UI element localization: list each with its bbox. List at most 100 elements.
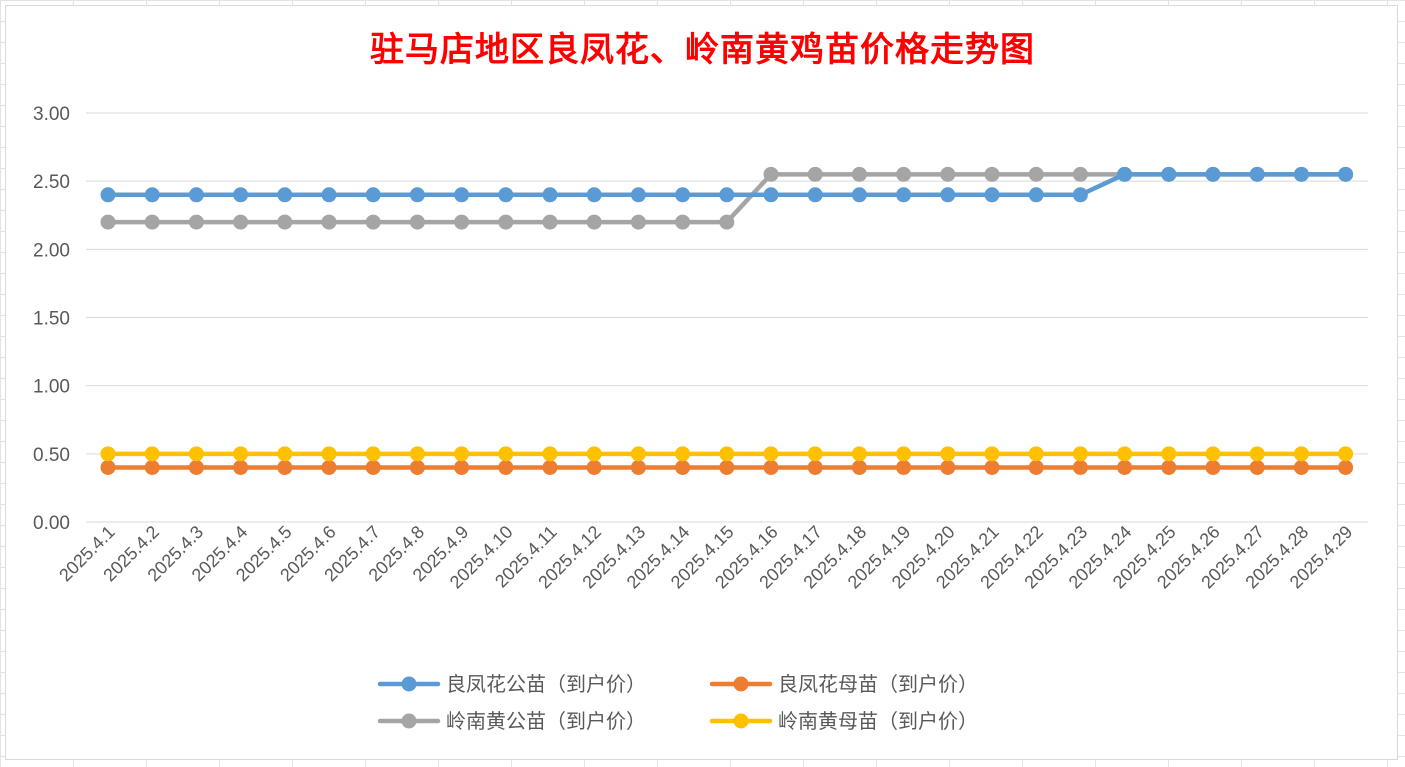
data-point xyxy=(498,459,514,475)
data-point xyxy=(1072,446,1088,462)
data-point xyxy=(188,446,204,462)
data-point xyxy=(1205,459,1221,475)
data-point xyxy=(321,187,337,203)
data-point xyxy=(277,187,293,203)
data-point xyxy=(321,214,337,230)
data-point xyxy=(807,446,823,462)
y-tick-label: 0.00 xyxy=(33,513,70,534)
chart-area[interactable] xyxy=(5,5,1398,760)
data-point xyxy=(321,459,337,475)
data-point xyxy=(807,459,823,475)
legend-swatch-marker xyxy=(733,676,749,692)
data-point xyxy=(1205,166,1221,182)
data-point xyxy=(1161,459,1177,475)
data-point xyxy=(1293,166,1309,182)
data-point xyxy=(719,214,735,230)
data-point xyxy=(100,187,116,203)
data-point xyxy=(454,459,470,475)
data-point xyxy=(542,187,558,203)
data-point xyxy=(409,446,425,462)
data-point xyxy=(807,187,823,203)
legend-swatch-marker xyxy=(401,713,417,729)
data-point xyxy=(630,187,646,203)
data-point xyxy=(454,187,470,203)
data-point xyxy=(984,446,1000,462)
data-point xyxy=(630,446,646,462)
data-point xyxy=(763,459,779,475)
data-point xyxy=(1293,459,1309,475)
data-point xyxy=(1161,166,1177,182)
data-point xyxy=(586,446,602,462)
data-point xyxy=(630,459,646,475)
data-point xyxy=(188,187,204,203)
data-point xyxy=(586,459,602,475)
data-point xyxy=(454,446,470,462)
data-point xyxy=(144,446,160,462)
y-tick-label: 0.50 xyxy=(33,445,70,466)
data-point xyxy=(144,459,160,475)
data-point xyxy=(542,446,558,462)
data-point xyxy=(675,214,691,230)
data-point xyxy=(675,446,691,462)
data-point xyxy=(719,187,735,203)
data-point xyxy=(1117,446,1133,462)
data-point xyxy=(984,187,1000,203)
legend-label: 良凤花公苗（到户价） xyxy=(446,672,646,696)
data-point xyxy=(1028,446,1044,462)
data-point xyxy=(719,446,735,462)
x-axis-ticks: 2025.4.12025.4.22025.4.32025.4.42025.4.5… xyxy=(55,522,1356,593)
data-point xyxy=(321,446,337,462)
data-point xyxy=(365,446,381,462)
data-point xyxy=(1293,446,1309,462)
data-point xyxy=(763,166,779,182)
data-point xyxy=(763,187,779,203)
data-point xyxy=(542,459,558,475)
data-point xyxy=(1338,459,1354,475)
data-point xyxy=(100,446,116,462)
data-point xyxy=(1249,459,1265,475)
legend-swatch-marker xyxy=(401,676,417,692)
data-point xyxy=(409,214,425,230)
data-point xyxy=(1028,166,1044,182)
data-point xyxy=(1249,446,1265,462)
legend-swatch-marker xyxy=(733,713,749,729)
data-point xyxy=(1028,187,1044,203)
data-point xyxy=(896,166,912,182)
data-point xyxy=(851,187,867,203)
data-point xyxy=(365,459,381,475)
data-point xyxy=(542,214,558,230)
chart-title: 驻马店地区良凤花、岭南黄鸡苗价格走势图 xyxy=(370,30,1035,70)
data-point xyxy=(940,187,956,203)
data-point xyxy=(940,459,956,475)
data-point xyxy=(851,459,867,475)
data-point xyxy=(1338,166,1354,182)
series-3 xyxy=(100,446,1354,462)
data-point xyxy=(409,459,425,475)
data-point xyxy=(586,187,602,203)
series-lines xyxy=(100,166,1354,475)
y-axis-ticks: 0.00 0.50 1.00 1.50 2.00 2.50 3.00 xyxy=(33,104,70,534)
legend-label: 良凤花母苗（到户价） xyxy=(778,672,978,696)
legend-item: 良凤花公苗（到户价） xyxy=(377,672,646,696)
data-point xyxy=(719,459,735,475)
data-point xyxy=(851,166,867,182)
data-point xyxy=(1249,166,1265,182)
legend-item: 良凤花母苗（到户价） xyxy=(709,672,978,696)
data-point xyxy=(365,187,381,203)
data-point xyxy=(144,214,160,230)
data-point xyxy=(1205,446,1221,462)
data-point xyxy=(498,187,514,203)
data-point xyxy=(675,459,691,475)
data-point xyxy=(277,214,293,230)
data-point xyxy=(1338,446,1354,462)
series-1 xyxy=(100,459,1354,475)
data-point xyxy=(233,459,249,475)
data-point xyxy=(188,214,204,230)
legend-item: 岭南黄母苗（到户价） xyxy=(709,709,978,733)
legend-label: 岭南黄公苗（到户价） xyxy=(446,709,646,733)
data-point xyxy=(1161,446,1177,462)
legend: 良凤花公苗（到户价） 良凤花母苗（到户价） 岭南黄公苗（到户价） 岭南黄母苗（到户价） xyxy=(377,672,978,733)
data-point xyxy=(454,214,470,230)
data-point xyxy=(940,166,956,182)
data-point xyxy=(1072,459,1088,475)
